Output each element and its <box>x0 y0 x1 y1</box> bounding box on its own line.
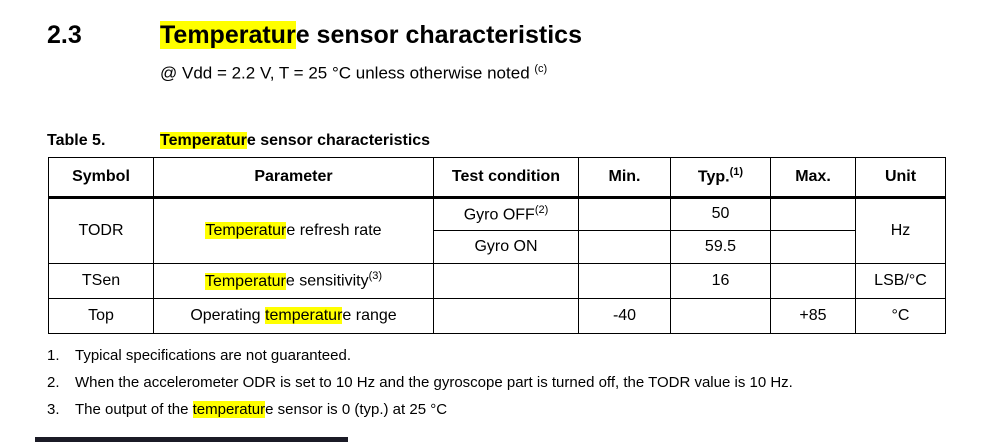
footnote-text-pre: The output of the <box>75 400 193 418</box>
table-caption-rest: e sensor characteristics <box>246 131 431 149</box>
typ-cell-gyro-on: 59.5 <box>670 229 771 264</box>
footnote-ref-1: (1) <box>729 166 744 179</box>
col-header-parameter: Parameter <box>153 156 434 199</box>
search-highlight: Temperatur <box>205 221 287 239</box>
unit-cell-todr: Hz <box>855 196 946 264</box>
footnote-3: 3. The output of the temperature sensor … <box>0 400 993 418</box>
partial-next-element-bar <box>35 437 348 442</box>
footnote-text: When the accelerometer ODR is set to 10 … <box>75 374 793 391</box>
section-title: Temperature sensor characteristics <box>160 21 582 50</box>
col-header-symbol: Symbol <box>48 156 154 199</box>
section-heading: 2.3 Temperature sensor characteristics <box>0 0 993 50</box>
condition-cell-empty <box>433 297 579 334</box>
max-cell-empty <box>770 262 856 299</box>
parameter-text-top: e range <box>342 306 397 324</box>
test-conditions-note: @ Vdd = 2.2 V, T = 25 °C unless otherwis… <box>160 63 993 84</box>
col-header-min: Min. <box>578 156 671 199</box>
parameter-cell-tsen: Temperature sensitivity(3) <box>153 262 434 299</box>
typ-cell-gyro-off: 50 <box>670 196 771 231</box>
col-header-test-condition: Test condition <box>433 156 579 199</box>
footnote-ref-c: (c) <box>534 63 548 75</box>
col-header-typ-label: Typ. <box>697 168 730 186</box>
table-row-tsen: TSen Temperature sensitivity(3) 16 LSB/°… <box>48 262 946 299</box>
table-caption-title: Temperature sensor characteristics <box>160 131 431 150</box>
parameter-pre-top: Operating <box>190 306 266 324</box>
symbol-cell-top: Top <box>48 297 154 334</box>
typ-cell-empty <box>670 297 771 334</box>
parameter-text-todr: e refresh rate <box>286 221 382 239</box>
col-header-unit: Unit <box>855 156 946 199</box>
footnote-ref-2: (2) <box>534 203 549 216</box>
footnote-text: The output of the temperature sensor is … <box>75 400 448 418</box>
spec-table: Symbol Parameter Test condition Min. Typ… <box>48 156 946 334</box>
min-cell-empty <box>578 229 671 264</box>
condition-text-gyro-off: Gyro OFF <box>463 206 535 224</box>
max-cell-empty <box>770 196 856 231</box>
footnote-ref-3: (3) <box>368 270 383 283</box>
parameter-cell-top: Operating temperature range <box>153 297 434 334</box>
footnote-text: Typical specifications are not guarantee… <box>75 347 351 364</box>
parameter-text-tsen: e sensitivity <box>285 272 369 290</box>
footnote-number: 1. <box>47 346 60 364</box>
table-row-top: Top Operating temperature range -40 +85 … <box>48 297 946 334</box>
unit-cell-tsen: LSB/°C <box>855 262 946 299</box>
condition-cell-empty <box>433 262 579 299</box>
footnote-number: 2. <box>47 373 60 391</box>
section-number: 2.3 <box>47 21 82 49</box>
footnote-1: 1. Typical specifications are not guaran… <box>0 347 993 364</box>
max-cell-top: +85 <box>770 297 856 334</box>
table-header-row: Symbol Parameter Test condition Min. Typ… <box>48 156 946 199</box>
col-header-typ: Typ.(1) <box>670 156 771 199</box>
search-highlight: Temperatur <box>160 131 247 149</box>
min-cell-empty <box>578 196 671 231</box>
symbol-cell-tsen: TSen <box>48 262 154 299</box>
parameter-cell-todr: Temperature refresh rate <box>153 196 434 264</box>
footnote-text-pre: Typical specifications are not guarantee… <box>75 346 351 364</box>
col-header-max: Max. <box>770 156 856 199</box>
min-cell-top: -40 <box>578 297 671 334</box>
table-row-todr-gyro-off: TODR Temperature refresh rate Gyro OFF(2… <box>48 196 946 264</box>
footnote-text-post: e sensor is 0 (typ.) at 25 °C <box>265 400 448 418</box>
condition-cell-gyro-on: Gyro ON <box>433 229 579 264</box>
typ-cell-tsen: 16 <box>670 262 771 299</box>
footnote-text-pre: When the accelerometer ODR is set to 10 … <box>75 373 793 391</box>
symbol-cell-todr: TODR <box>48 196 154 264</box>
unit-cell-top: °C <box>855 297 946 334</box>
search-highlight: temperatur <box>192 400 266 418</box>
footnotes: 1. Typical specifications are not guaran… <box>0 347 993 418</box>
test-conditions-text: @ Vdd = 2.2 V, T = 25 °C unless otherwis… <box>160 63 530 83</box>
condition-cell-gyro-off: Gyro OFF(2) <box>433 196 579 231</box>
table-caption-label: Table 5. <box>47 131 106 149</box>
search-highlight: temperatur <box>265 306 343 324</box>
section-title-rest: e sensor characteristics <box>295 21 582 49</box>
footnote-2: 2. When the accelerometer ODR is set to … <box>0 374 993 391</box>
table-caption: Table 5. Temperature sensor characterist… <box>0 84 993 150</box>
search-highlight: Temperatur <box>160 21 296 49</box>
max-cell-empty <box>770 229 856 264</box>
search-highlight: Temperatur <box>204 272 286 290</box>
min-cell-empty <box>578 262 671 299</box>
footnote-number: 3. <box>47 400 60 418</box>
